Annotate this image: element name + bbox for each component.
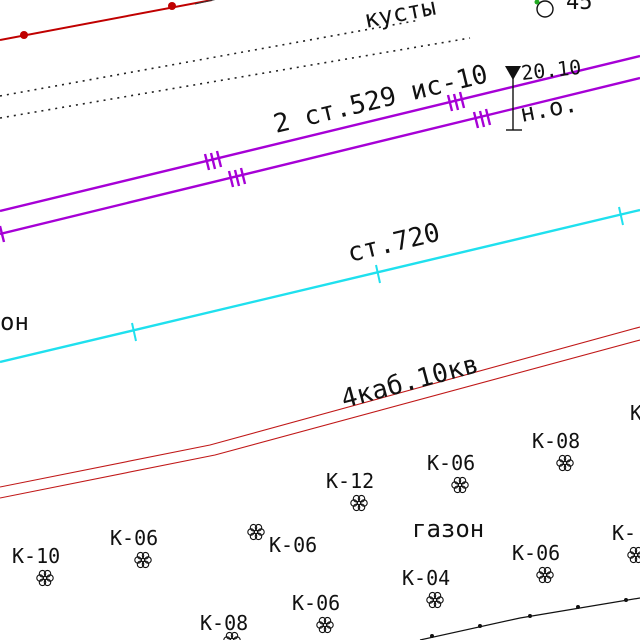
shrub-icon <box>426 591 444 609</box>
dotted-boundary <box>0 19 471 119</box>
shrub-icon <box>556 454 574 472</box>
point-marker <box>534 0 554 18</box>
shrub-label: К-08 <box>532 429 580 453</box>
shrub-label: К-06 <box>110 526 158 550</box>
red-boundary-line <box>0 0 216 41</box>
shrub-label: К-06 <box>427 451 475 475</box>
shrub-icon <box>134 551 152 569</box>
shrub-labels: К-08 К-06 К-12 К-06 К-06 К-10 К-06 К-04 К-06 К-08… <box>12 401 640 635</box>
cable-lines <box>0 326 640 499</box>
point-number-label: 45 <box>566 0 593 15</box>
shrub-label: К-10 <box>12 544 60 568</box>
shrub-label: К-06 <box>269 533 317 557</box>
shrub-label: К- <box>612 521 636 545</box>
lawn-left-label: он <box>0 308 29 336</box>
elevation-marker <box>505 66 522 131</box>
shrub-symbols <box>36 454 640 640</box>
elevation-value-label: 20.10 <box>520 55 582 85</box>
shrub-icon <box>627 546 640 564</box>
cable-label: 4каб.10кв <box>338 349 482 414</box>
bushes-label: кусты <box>362 0 438 34</box>
shrub-icon <box>247 523 265 541</box>
shrub-label: К-06 <box>292 591 340 615</box>
shrub-icon <box>350 494 368 512</box>
lawn-right-label: газон <box>412 515 484 543</box>
shrub-icon <box>36 569 54 587</box>
bottom-fence-line <box>419 597 640 640</box>
shrub-label: К-04 <box>402 566 450 590</box>
gas-pipe-lines <box>0 54 640 243</box>
water-pipe-line <box>0 206 640 364</box>
shrub-icon <box>316 616 334 634</box>
shrub-label: К-12 <box>326 469 374 493</box>
shrub-label: К <box>630 401 640 425</box>
elevation-note-label: н.о. <box>518 89 580 128</box>
shrub-icon <box>451 476 469 494</box>
shrub-label: К-08 <box>200 611 248 635</box>
shrub-icon <box>536 566 554 584</box>
shrub-label: К-06 <box>512 541 560 565</box>
